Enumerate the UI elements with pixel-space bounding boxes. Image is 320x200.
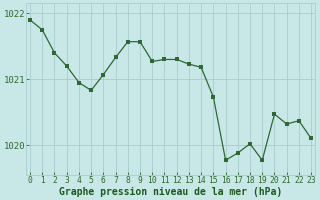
X-axis label: Graphe pression niveau de la mer (hPa): Graphe pression niveau de la mer (hPa) bbox=[59, 186, 282, 197]
